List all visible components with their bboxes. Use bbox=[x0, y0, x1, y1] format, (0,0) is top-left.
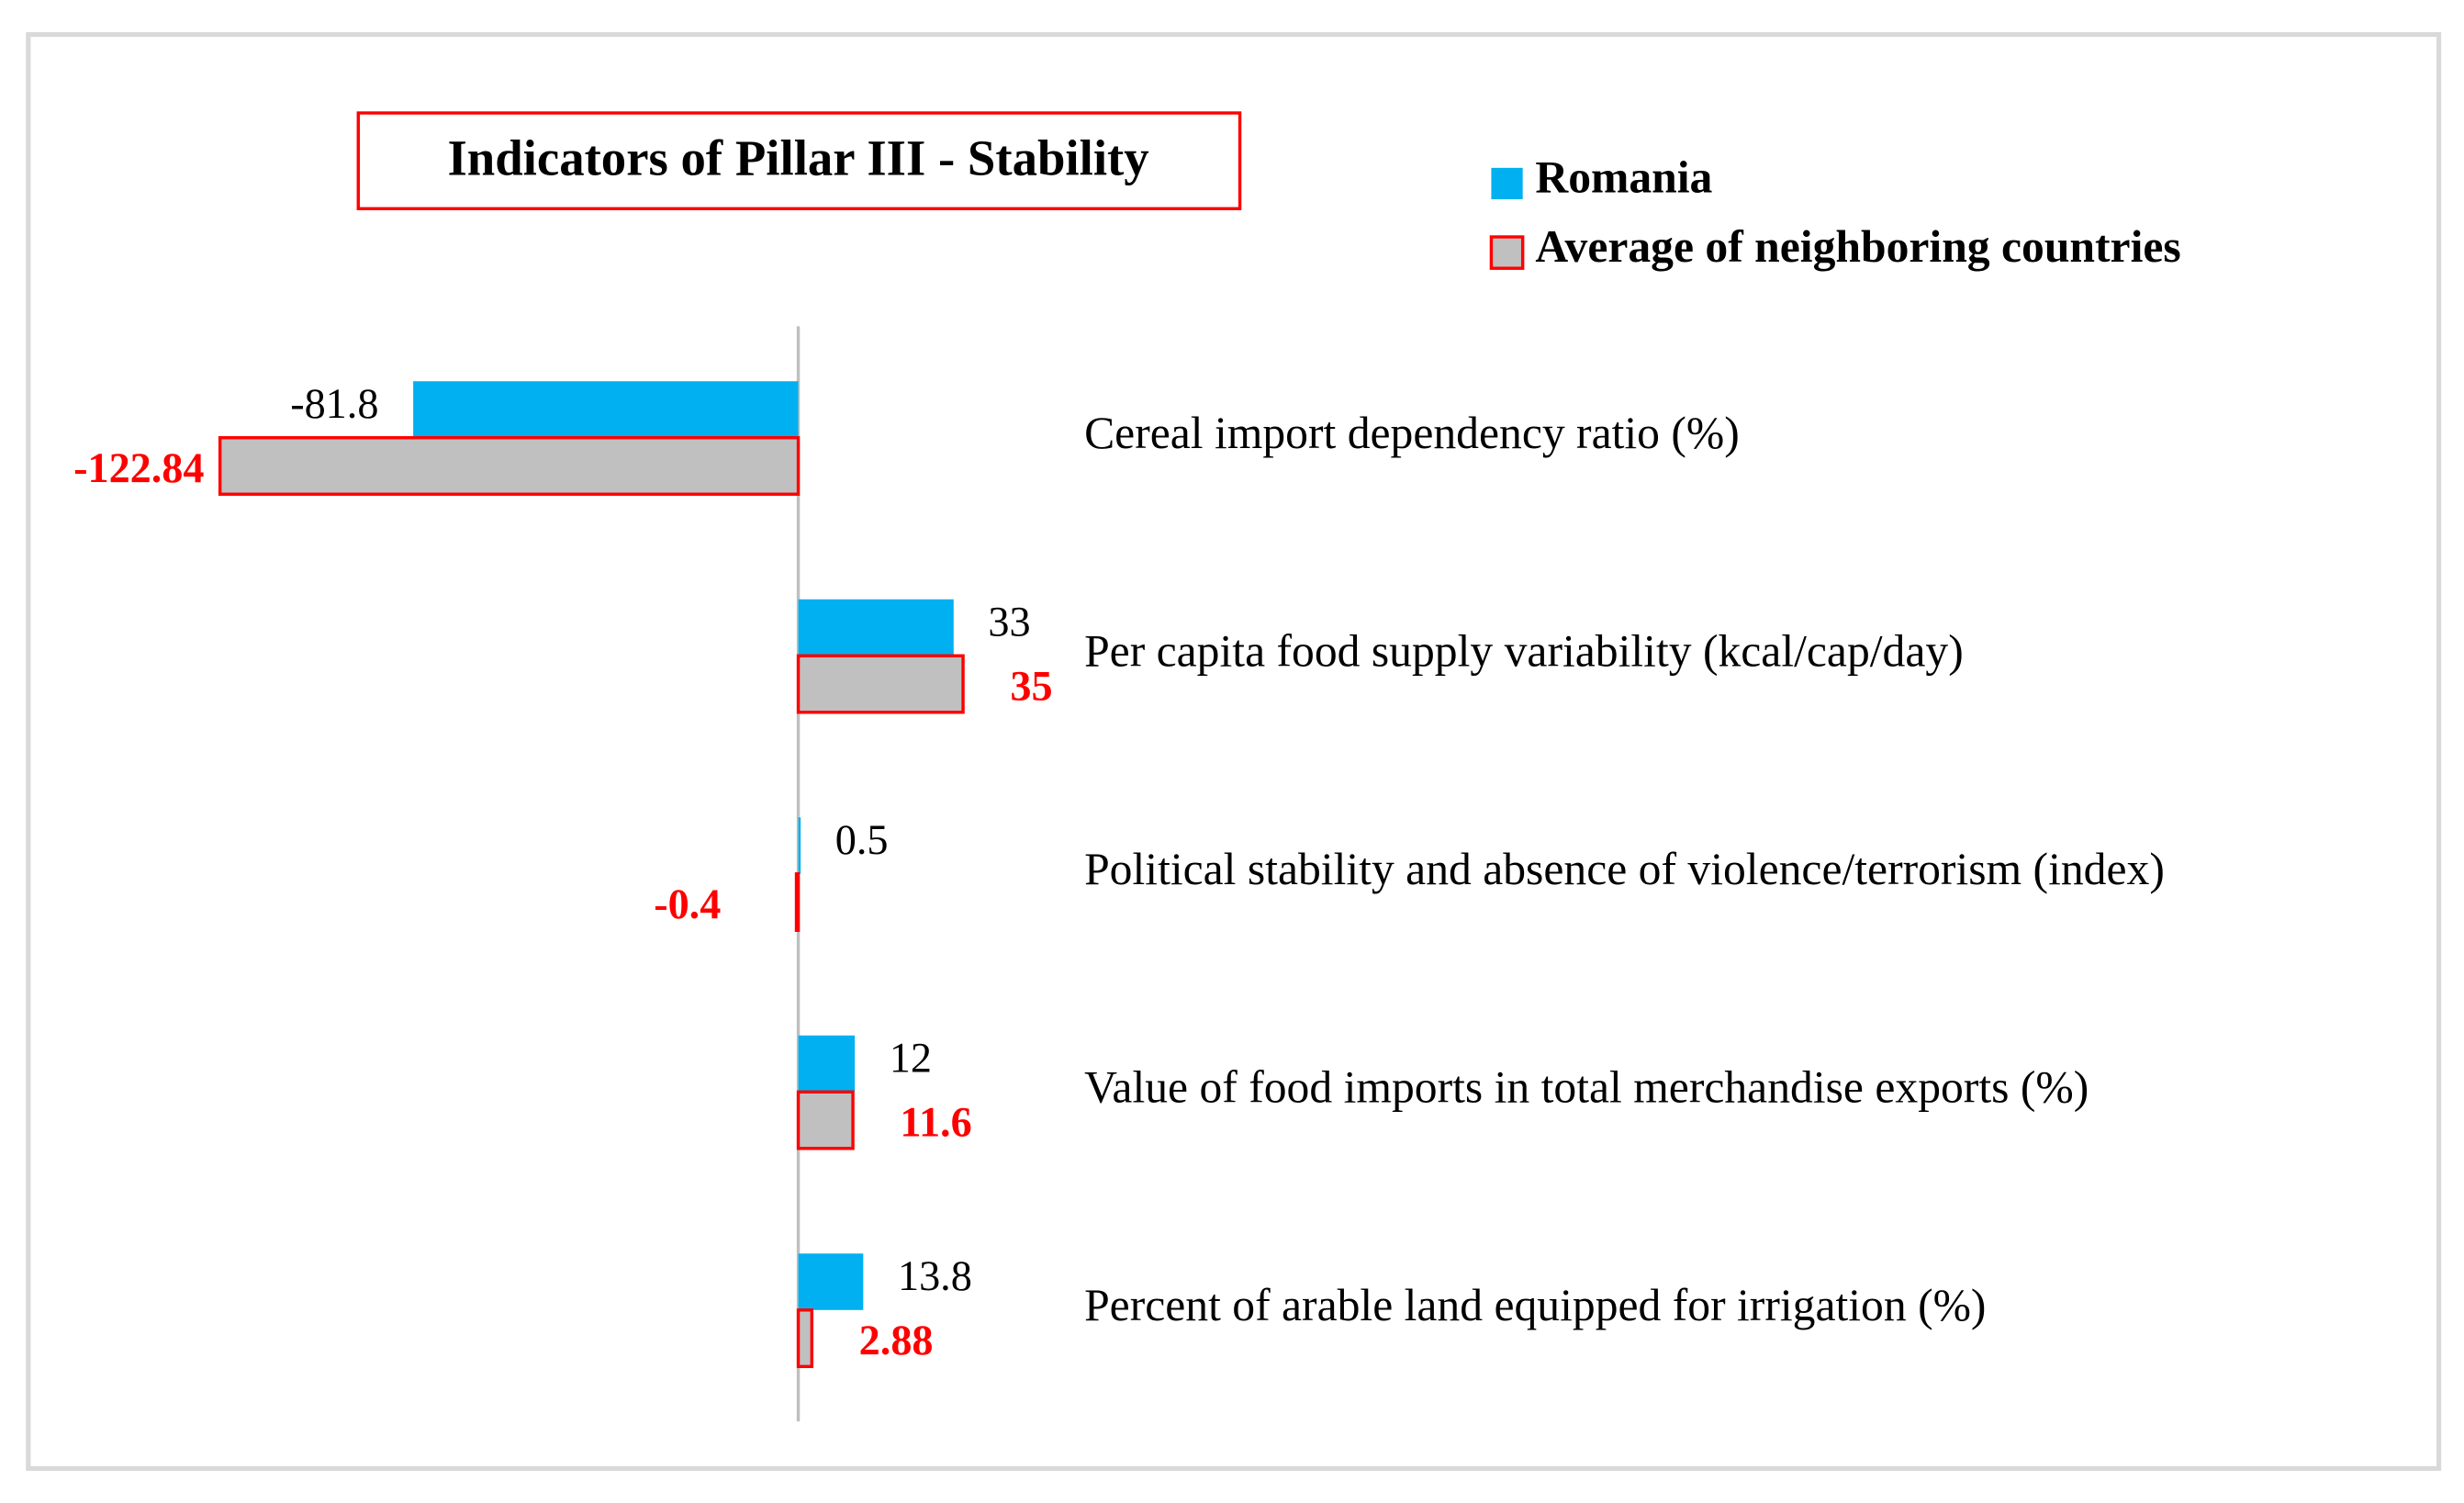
chart-frame bbox=[26, 32, 2442, 1471]
value-label: -122.84 bbox=[73, 444, 204, 491]
bar bbox=[798, 1035, 856, 1093]
chart-title: Indicators of Pillar III - Stability bbox=[447, 129, 1148, 185]
legend-swatch bbox=[1489, 235, 1525, 270]
bar bbox=[218, 436, 801, 496]
title-box bbox=[356, 111, 1242, 210]
value-label: 12 bbox=[890, 1034, 932, 1081]
value-label: 0.5 bbox=[835, 816, 889, 863]
legend-label: Average of neighboring countries bbox=[1535, 221, 2180, 272]
bar bbox=[798, 817, 801, 874]
bar bbox=[798, 599, 954, 656]
value-label: -0.4 bbox=[654, 880, 721, 927]
category-label: Cereal import dependency ratio (%) bbox=[1084, 408, 1740, 458]
category-label: Political stability and absence of viole… bbox=[1084, 844, 2165, 894]
value-label: -81.8 bbox=[290, 380, 378, 427]
category-label: Percent of arable land equipped for irri… bbox=[1084, 1280, 1986, 1330]
bar bbox=[796, 1308, 814, 1369]
value-label: 2.88 bbox=[859, 1317, 934, 1363]
category-label: Value of food imports in total merchandi… bbox=[1084, 1062, 2089, 1113]
value-label: 35 bbox=[1010, 662, 1052, 709]
legend-label: Romania bbox=[1535, 152, 1712, 203]
bar bbox=[794, 872, 801, 933]
bar bbox=[798, 1253, 864, 1310]
bar bbox=[413, 381, 799, 438]
category-label: Per capita food supply variability (kcal… bbox=[1084, 626, 1964, 677]
legend-swatch bbox=[1491, 167, 1523, 200]
bar bbox=[796, 1090, 855, 1150]
value-label: 13.8 bbox=[898, 1252, 972, 1299]
bar bbox=[796, 654, 965, 714]
value-label: 11.6 bbox=[900, 1099, 971, 1146]
value-label: 33 bbox=[988, 598, 1030, 645]
